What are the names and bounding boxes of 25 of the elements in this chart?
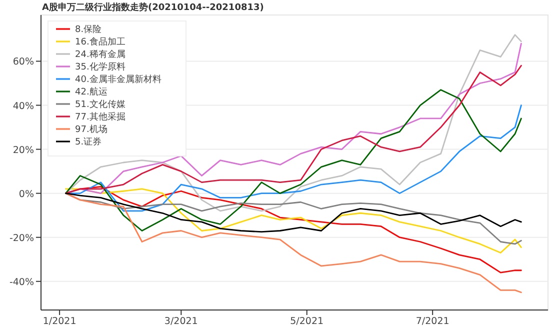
legend-label: 97.机场: [75, 124, 108, 135]
legend-label: 16.食品加工: [75, 36, 126, 48]
y-tick-label: 20%: [12, 144, 34, 156]
legend-label: 40.金属非金属新材料: [75, 74, 162, 85]
legend-label: 42.航运: [75, 86, 108, 98]
x-tick-label: 7/2021: [416, 316, 450, 326]
legend-label: 77.其他采掘: [75, 112, 126, 122]
y-tick-label: 60%: [12, 56, 34, 68]
chart-title: A股申万二级行业指数走势(20210104--20210813): [42, 2, 264, 13]
y-tick-label: 40%: [12, 100, 34, 112]
x-tick-label: 5/2021: [290, 316, 324, 326]
line-series: [65, 89, 522, 232]
legend-label: 24.稀有金属: [75, 49, 126, 60]
x-tick-label: 3/2021: [164, 316, 198, 326]
x-tick-label: 1/2021: [42, 316, 76, 326]
legend-label: 35.化学原料: [75, 62, 126, 72]
line-series: [65, 192, 522, 233]
legend-label: 8.保险: [75, 24, 102, 35]
y-tick-label: 0%: [18, 188, 34, 200]
legend-label: 5.证券: [75, 136, 102, 148]
y-tick-label: -20%: [9, 232, 34, 244]
line-series: [65, 192, 522, 294]
line-series: [65, 188, 522, 254]
legend-label: 51.文化传媒: [75, 99, 126, 110]
y-tick-label: -40%: [9, 276, 34, 288]
